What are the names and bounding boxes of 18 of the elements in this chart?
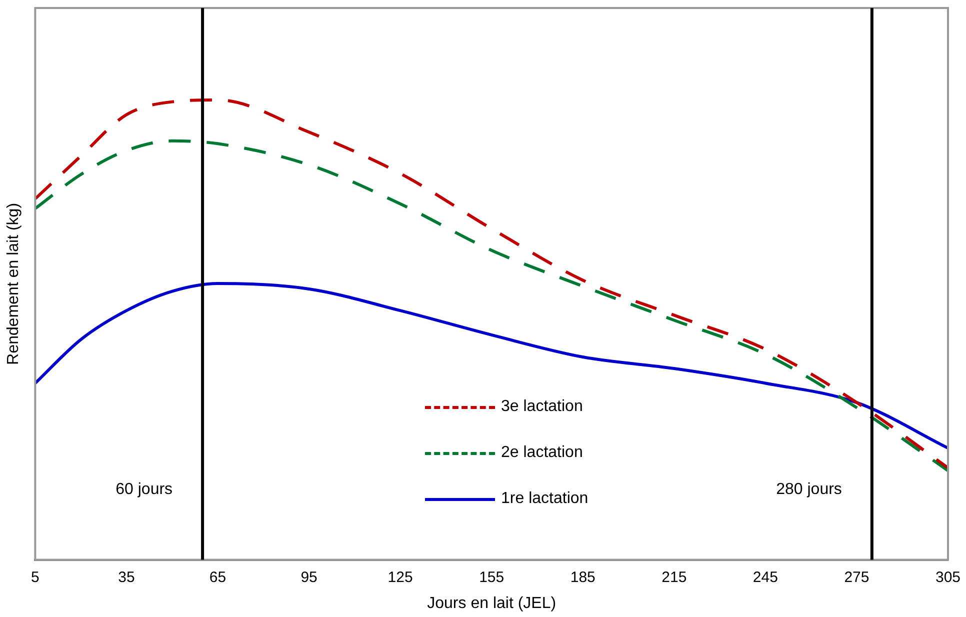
x-tick-label: 35	[118, 568, 135, 586]
x-tick-label: 155	[479, 568, 504, 586]
x-tick-label: 5	[31, 568, 40, 586]
x-tick-label: 185	[570, 568, 596, 586]
legend-label: 3e lactation	[501, 398, 583, 416]
legend-label: 2e lactation	[501, 444, 583, 462]
y-axis-title: Rendement en lait (kg)	[5, 202, 22, 365]
x-tick-label: 275	[844, 568, 870, 586]
x-tick-label: 215	[662, 568, 687, 586]
x-tick-label: 125	[388, 568, 413, 586]
legend-label: 1re lactation	[501, 490, 588, 508]
ref-line-label: 280 jours	[776, 481, 842, 498]
ref-line-label: 60 jours	[116, 481, 173, 498]
x-axis-title: Jours en lait (JEL)	[427, 594, 556, 612]
x-tick-label: 65	[209, 568, 226, 586]
x-tick-label: 305	[935, 568, 961, 586]
x-tick-label: 245	[752, 568, 778, 586]
x-tick-label: 95	[300, 568, 318, 586]
